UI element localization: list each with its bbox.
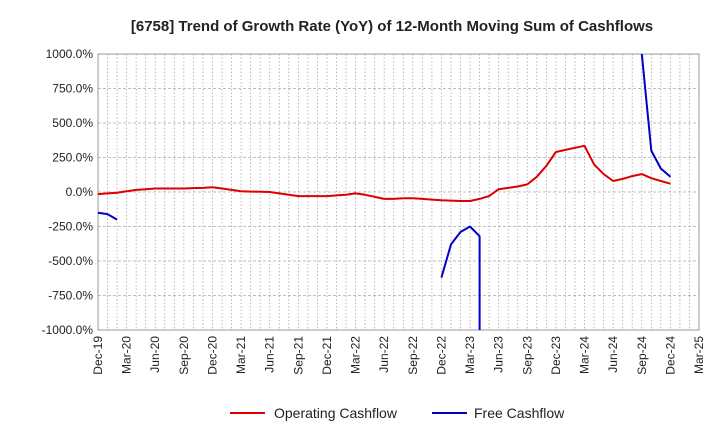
x-tick-label: Sep-21 xyxy=(291,336,305,375)
x-tick-label: Sep-22 xyxy=(406,336,420,375)
y-tick-label: 0.0% xyxy=(66,185,94,199)
series-lines xyxy=(97,53,672,330)
x-tick-label: Dec-20 xyxy=(205,336,219,375)
y-tick-label: 750.0% xyxy=(52,82,93,96)
x-tick-label: Mar-22 xyxy=(349,336,363,374)
y-tick-label: -1000.0% xyxy=(42,323,94,337)
x-tick-label: Sep-24 xyxy=(635,336,649,375)
x-tick-label: Jun-20 xyxy=(148,336,162,373)
series-line-free-cashflow xyxy=(640,53,672,178)
x-tick-label: Sep-20 xyxy=(177,336,191,375)
y-tick-label: -750.0% xyxy=(48,289,93,303)
x-tick-label: Dec-24 xyxy=(663,336,677,375)
series-line-operating-cashflow xyxy=(97,144,671,202)
y-tick-label: 500.0% xyxy=(52,116,93,130)
grid-lines xyxy=(98,54,699,330)
x-tick-label: Dec-21 xyxy=(320,336,334,375)
x-tick-label: Jun-24 xyxy=(606,336,620,373)
x-tick-label: Jun-23 xyxy=(492,336,506,373)
x-tick-label: Mar-25 xyxy=(692,336,706,374)
y-tick-label: 1000.0% xyxy=(46,47,94,61)
x-tick-label: Sep-23 xyxy=(520,336,534,375)
legend: Operating Cashflow Free Cashflow xyxy=(230,405,565,421)
legend-label-free-cashflow: Free Cashflow xyxy=(474,405,565,421)
x-tick-label: Mar-21 xyxy=(234,336,248,374)
series-line-free-cashflow xyxy=(440,225,481,330)
x-axis-ticks: Dec-19 Mar-20 Jun-20 Sep-20 Dec-20 Mar-21 Jun-… xyxy=(91,336,706,375)
y-tick-label: -500.0% xyxy=(48,254,93,268)
x-tick-label: Mar-20 xyxy=(120,336,134,374)
x-tick-label: Mar-23 xyxy=(463,336,477,374)
x-tick-label: Dec-23 xyxy=(549,336,563,375)
x-tick-label: Jun-22 xyxy=(377,336,391,373)
x-tick-label: Mar-24 xyxy=(578,336,592,374)
chart-title: [6758] Trend of Growth Rate (YoY) of 12-… xyxy=(131,18,653,35)
plot-frame xyxy=(97,53,700,331)
y-tick-label: 250.0% xyxy=(52,151,93,165)
y-axis-ticks: 1000.0% 750.0% 500.0% 250.0% 0.0% -250.0% -500… xyxy=(42,47,94,337)
series-line-free-cashflow xyxy=(97,211,118,221)
x-tick-label: Jun-21 xyxy=(263,336,277,373)
y-tick-label: -250.0% xyxy=(48,220,93,234)
x-tick-label: Dec-19 xyxy=(91,336,105,375)
x-tick-label: Dec-22 xyxy=(434,336,448,375)
legend-label-operating-cashflow: Operating Cashflow xyxy=(274,405,398,421)
